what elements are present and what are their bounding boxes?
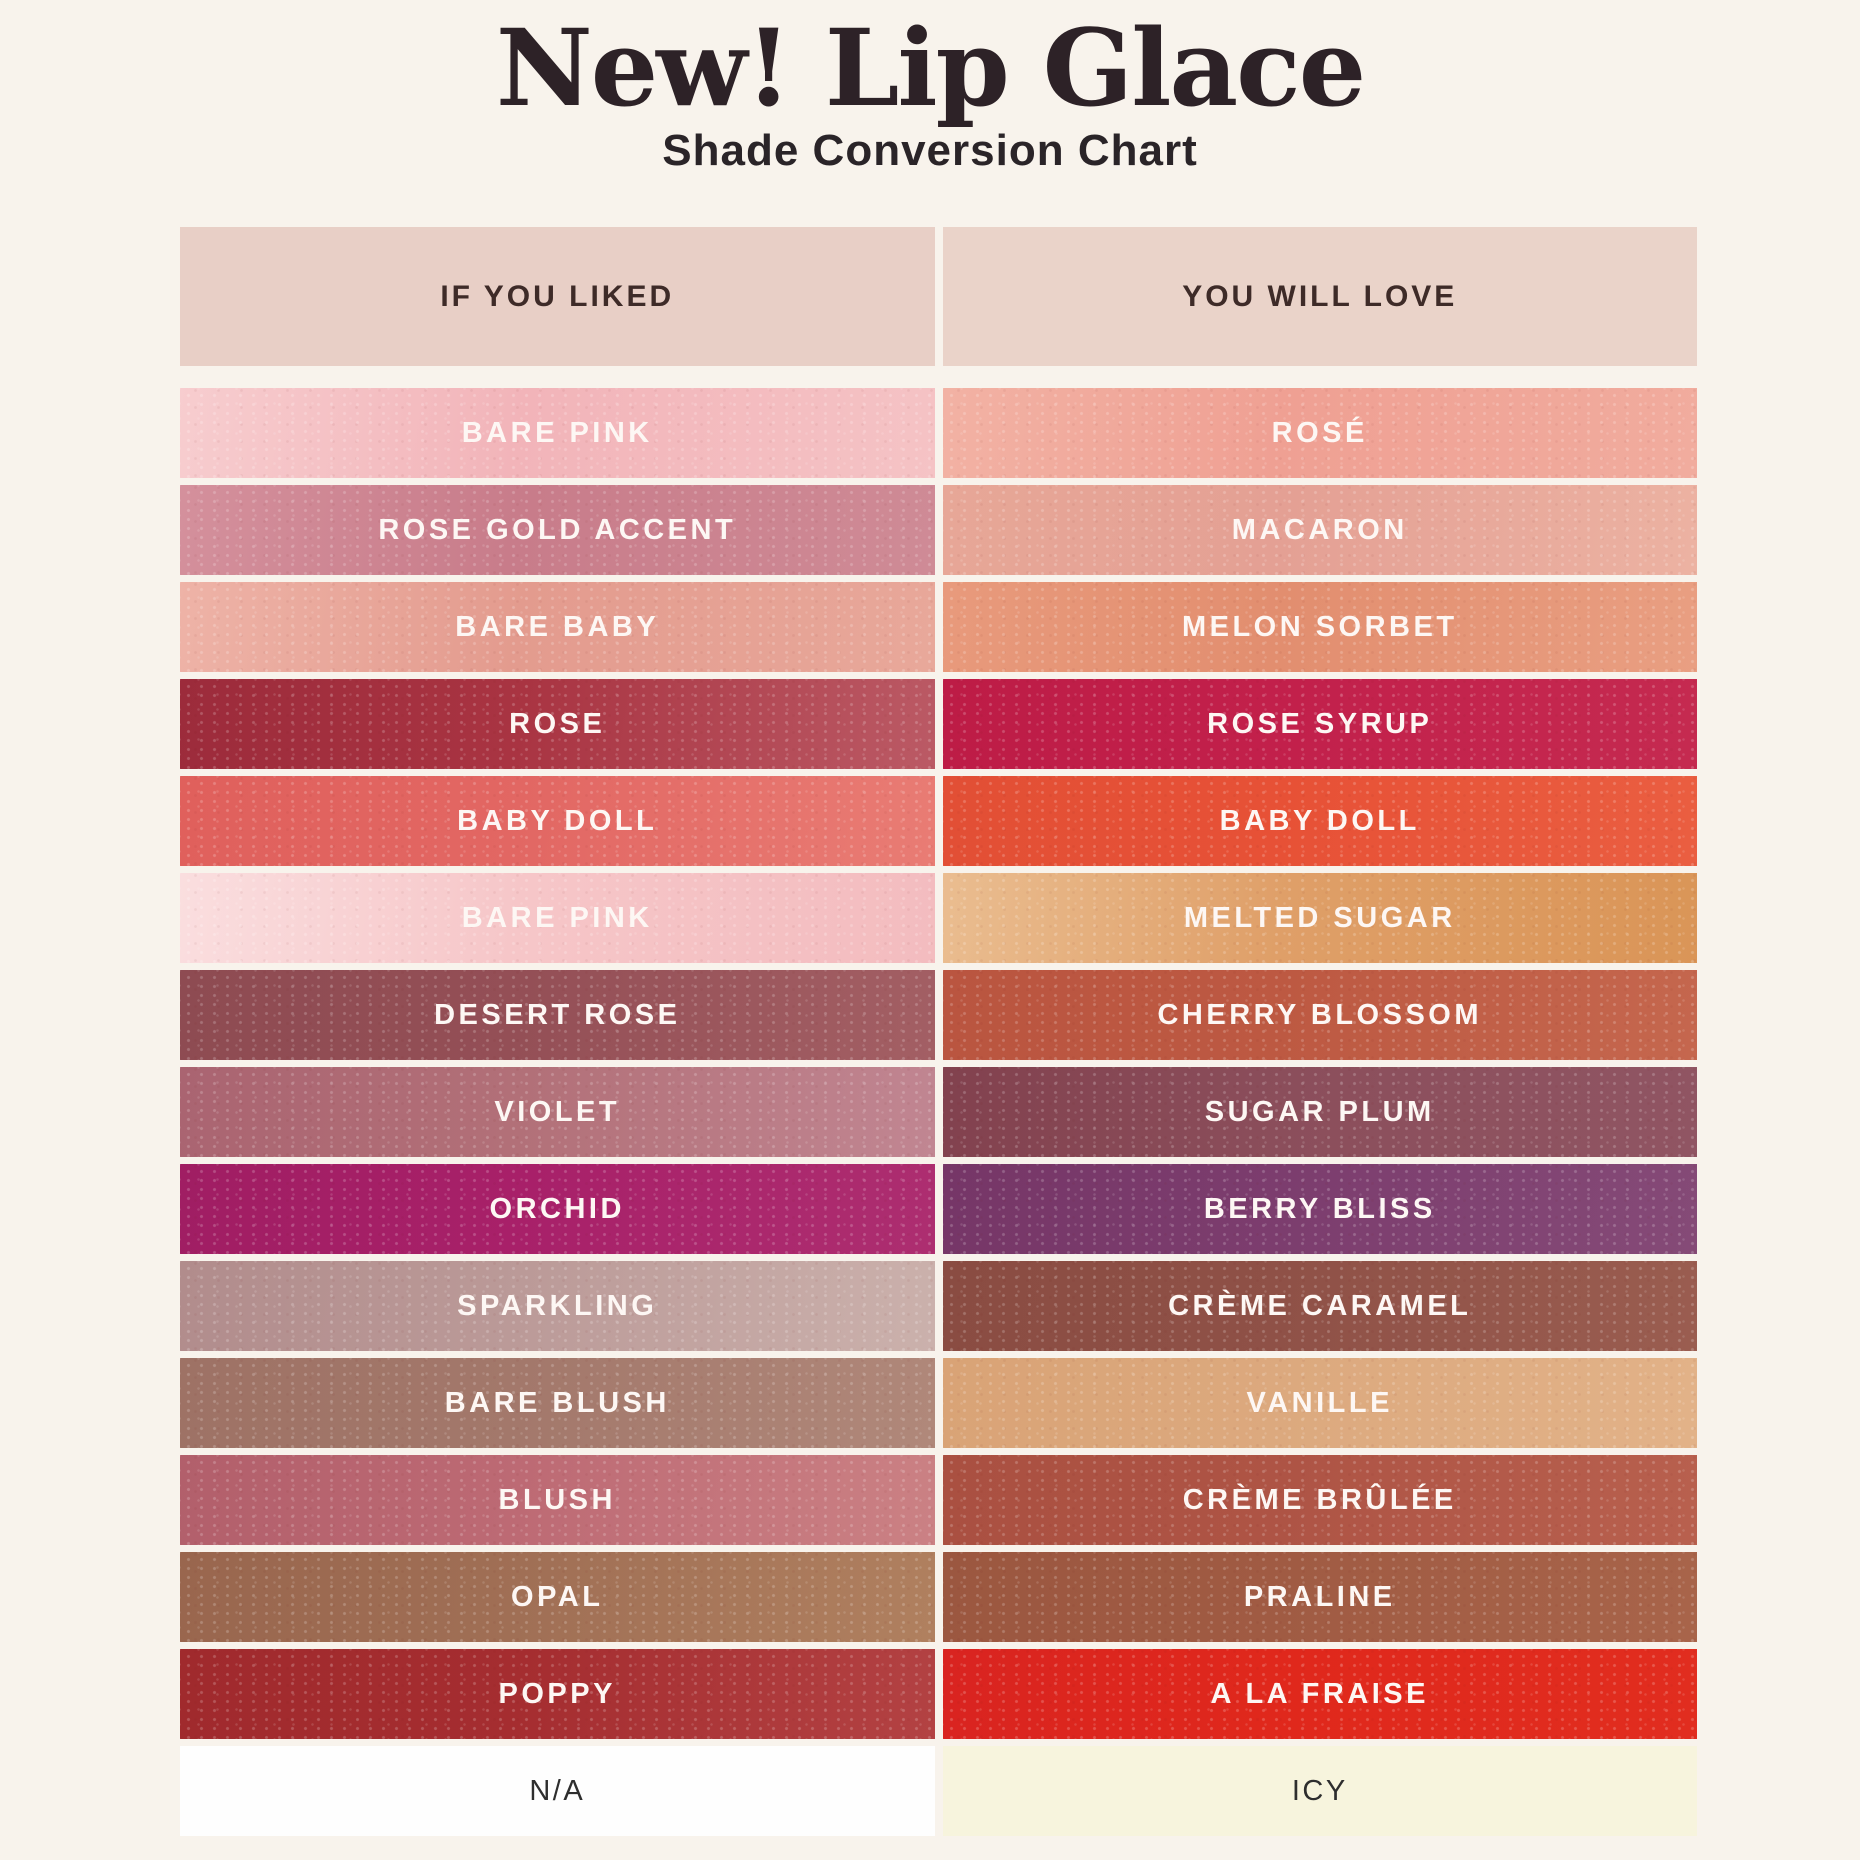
page-title: New! Lip Glace <box>495 5 1366 130</box>
shade-name: BLUSH <box>498 1483 616 1516</box>
shade-swatch-if-you-liked: N/A <box>180 1746 935 1836</box>
shade-swatch-if-you-liked: POPPY <box>180 1649 935 1739</box>
shade-name: BABY DOLL <box>457 804 658 837</box>
shade-swatch-you-will-love: CHERRY BLOSSOM <box>942 970 1697 1060</box>
shade-name: ROSE SYRUP <box>1207 707 1433 740</box>
shade-swatch-if-you-liked: VIOLET <box>180 1067 935 1157</box>
shade-swatch-if-you-liked: DESERT ROSE <box>180 970 935 1060</box>
shade-name: ICY <box>1291 1774 1348 1807</box>
shade-swatch-you-will-love: BABY DOLL <box>942 776 1697 866</box>
shade-name: ORCHID <box>489 1192 625 1225</box>
shade-swatch-if-you-liked: BABY DOLL <box>180 776 935 866</box>
shade-name: BERRY BLISS <box>1203 1192 1436 1225</box>
shade-row: ORCHID BERRY BLISS <box>180 1164 1697 1254</box>
shade-swatch-if-you-liked: BARE PINK <box>180 388 935 478</box>
shade-swatch-you-will-love: MELTED SUGAR <box>942 873 1697 963</box>
masthead: New! Lip Glace Shade Conversion Chart <box>0 0 1860 176</box>
shade-name: VANILLE <box>1246 1386 1393 1419</box>
shade-name: VIOLET <box>494 1095 621 1128</box>
shade-swatch-if-you-liked: BARE PINK <box>180 873 935 963</box>
shade-swatch-you-will-love: PRALINE <box>942 1552 1697 1642</box>
shade-name: BARE BABY <box>455 610 660 643</box>
shade-swatch-you-will-love: ROSÉ <box>942 388 1697 478</box>
page-subtitle: Shade Conversion Chart <box>662 126 1198 176</box>
shade-row: BLUSH CRÈME BRÛLÉE <box>180 1455 1697 1545</box>
shade-name: POPPY <box>498 1677 616 1710</box>
column-header-if-you-liked: IF YOU LIKED <box>180 227 935 366</box>
shade-swatch-you-will-love: ICY <box>942 1746 1697 1836</box>
shade-row: OPAL PRALINE <box>180 1552 1697 1642</box>
shade-row: BARE PINK ROSÉ <box>180 388 1697 478</box>
shade-row: SPARKLING CRÈME CARAMEL <box>180 1261 1697 1351</box>
shade-swatch-if-you-liked: ROSE <box>180 679 935 769</box>
shade-swatch-if-you-liked: SPARKLING <box>180 1261 935 1351</box>
shade-name: PRALINE <box>1243 1580 1396 1613</box>
shade-swatch-you-will-love: VANILLE <box>942 1358 1697 1448</box>
shade-name: MACARON <box>1231 513 1408 546</box>
shade-name: CRÈME BRÛLÉE <box>1182 1483 1457 1516</box>
shade-name: MELON SORBET <box>1181 610 1458 643</box>
shade-row: ROSE GOLD ACCENT MACARON <box>180 485 1697 575</box>
shade-name: A LA FRAISE <box>1210 1677 1429 1710</box>
shade-name: SPARKLING <box>457 1289 658 1322</box>
shade-name: BARE BLUSH <box>444 1386 670 1419</box>
shade-swatch-if-you-liked: ROSE GOLD ACCENT <box>180 485 935 575</box>
shade-name: DESERT ROSE <box>434 998 681 1031</box>
column-header-you-will-love: YOU WILL LOVE <box>942 227 1697 366</box>
shade-name: N/A <box>529 1774 586 1807</box>
shade-row: BABY DOLL BABY DOLL <box>180 776 1697 866</box>
shade-swatch-if-you-liked: BLUSH <box>180 1455 935 1545</box>
shade-row: POPPY A LA FRAISE <box>180 1649 1697 1739</box>
shade-swatch-you-will-love: MACARON <box>942 485 1697 575</box>
shade-row: BARE BLUSH VANILLE <box>180 1358 1697 1448</box>
shade-name: CHERRY BLOSSOM <box>1157 998 1483 1031</box>
shade-swatch-you-will-love: CRÈME CARAMEL <box>942 1261 1697 1351</box>
shade-swatch-if-you-liked: OPAL <box>180 1552 935 1642</box>
shade-row: BARE PINK MELTED SUGAR <box>180 873 1697 963</box>
shade-name: ROSE GOLD ACCENT <box>378 513 737 546</box>
shade-rows: BARE PINK ROSÉ ROSE GOLD ACCENT MACARON BARE… <box>180 388 1697 1836</box>
table-header-row: IF YOU LIKED YOU WILL LOVE <box>180 227 1697 366</box>
shade-name: BARE PINK <box>461 416 653 449</box>
shade-swatch-if-you-liked: ORCHID <box>180 1164 935 1254</box>
shade-swatch-you-will-love: ROSE SYRUP <box>942 679 1697 769</box>
shade-swatch-if-you-liked: BARE BLUSH <box>180 1358 935 1448</box>
shade-name: BABY DOLL <box>1219 804 1420 837</box>
shade-swatch-you-will-love: SUGAR PLUM <box>942 1067 1697 1157</box>
shade-swatch-you-will-love: BERRY BLISS <box>942 1164 1697 1254</box>
shade-swatch-if-you-liked: BARE BABY <box>180 582 935 672</box>
shade-name: MELTED SUGAR <box>1183 901 1456 934</box>
shade-row: ROSE ROSE SYRUP <box>180 679 1697 769</box>
shade-name: ROSÉ <box>1271 416 1368 449</box>
shade-name: CRÈME CARAMEL <box>1168 1289 1472 1322</box>
shade-swatch-you-will-love: A LA FRAISE <box>942 1649 1697 1739</box>
shade-row: N/A ICY <box>180 1746 1697 1836</box>
shade-row: DESERT ROSE CHERRY BLOSSOM <box>180 970 1697 1060</box>
shade-name: OPAL <box>511 1580 604 1613</box>
shade-swatch-you-will-love: MELON SORBET <box>942 582 1697 672</box>
shade-name: ROSE <box>509 707 606 740</box>
shade-row: BARE BABY MELON SORBET <box>180 582 1697 672</box>
conversion-table: IF YOU LIKED YOU WILL LOVE BARE PINK ROSÉ… <box>180 227 1697 1843</box>
shade-row: VIOLET SUGAR PLUM <box>180 1067 1697 1157</box>
shade-swatch-you-will-love: CRÈME BRÛLÉE <box>942 1455 1697 1545</box>
shade-name: SUGAR PLUM <box>1204 1095 1435 1128</box>
shade-name: BARE PINK <box>461 901 653 934</box>
